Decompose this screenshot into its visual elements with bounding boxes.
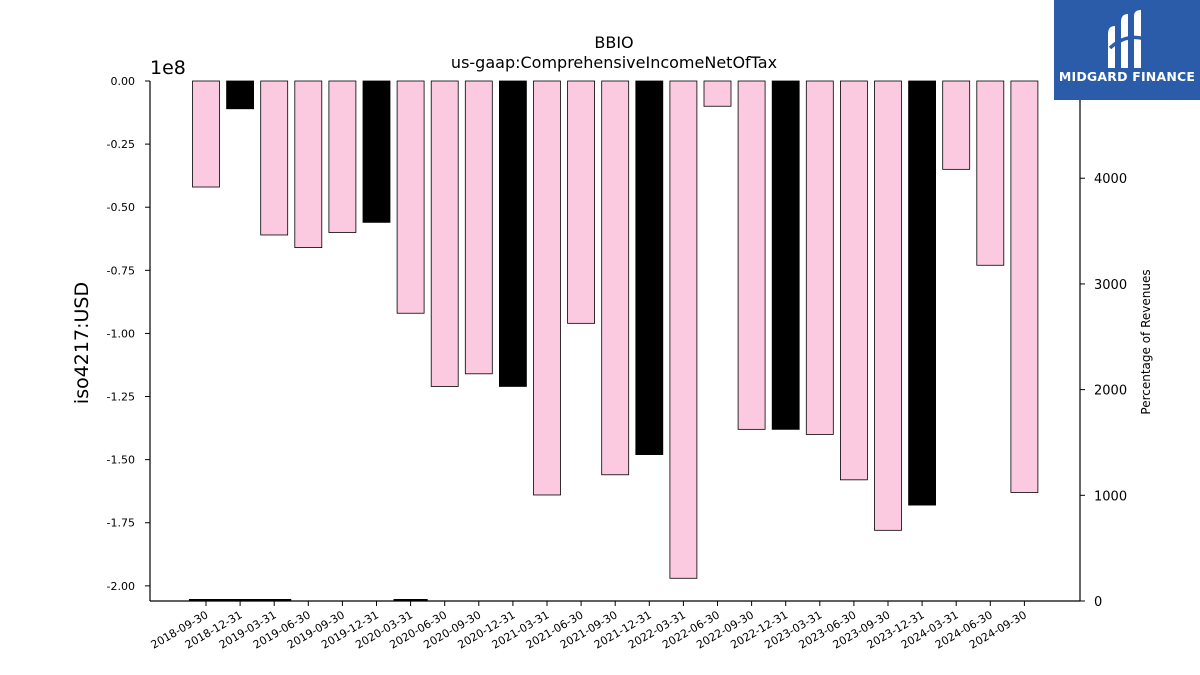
bar-2019-09-30	[328, 80, 357, 233]
y-scale-label: 1e8	[150, 57, 186, 79]
y-tick-label: -1.75	[107, 517, 135, 530]
y-tick-label: -2.00	[107, 580, 135, 593]
bar-2023-06-30	[840, 80, 868, 481]
bar-2024-09-30	[1010, 80, 1039, 493]
y2-tick-label: 4000	[1094, 172, 1127, 187]
bar-2023-03-31	[805, 80, 834, 435]
bar-2023-12-31	[908, 80, 936, 506]
midgard-finance-logo: MIDGARD FINANCE	[1054, 0, 1200, 100]
bar-2019-12-31	[362, 80, 391, 223]
bar-2021-09-30	[601, 80, 630, 476]
y2-tick-label: 1000	[1094, 489, 1127, 504]
bar-2023-09-30	[874, 80, 902, 531]
y-tick-label: 0.00	[111, 75, 136, 88]
y-tick-label: -1.25	[107, 391, 135, 404]
bar-2018-12-31	[226, 80, 255, 110]
logo-wordmark: MIDGARD FINANCE	[1058, 69, 1196, 84]
y-axis-label: iso4217:USD	[71, 282, 93, 404]
y-tick-label: -0.75	[107, 264, 135, 277]
chart-subtitle: us-gaap:ComprehensiveIncomeNetOfTax	[451, 53, 777, 72]
y2-tick-label: 0	[1094, 595, 1102, 610]
bar-2024-03-31	[942, 80, 971, 170]
y2-tick-label: 3000	[1094, 278, 1127, 293]
bar-2022-09-30	[737, 80, 766, 430]
y-tick-label: -1.50	[107, 454, 135, 467]
y2-axis-label: Percentage of Revenues	[1139, 269, 1153, 414]
bar-2022-06-30	[703, 80, 732, 107]
bar-2022-03-31	[669, 80, 698, 579]
chart-title: BBIO	[594, 33, 633, 52]
bar-2020-12-31	[498, 80, 527, 387]
bar-2019-06-30	[294, 80, 323, 249]
bar-2024-06-30	[976, 80, 1005, 266]
bar-2021-03-31	[533, 80, 561, 496]
midgard-logo-icon	[1108, 10, 1149, 68]
bar-2021-12-31	[635, 80, 664, 455]
bar-2020-06-30	[430, 80, 459, 387]
bar-2022-12-31	[771, 80, 800, 430]
bar-2020-03-31	[396, 80, 425, 314]
y-tick-label: -0.25	[107, 138, 135, 151]
y-tick-label: -0.50	[107, 201, 135, 214]
bar-2021-06-30	[567, 80, 595, 324]
bar-2019-03-31	[260, 80, 289, 236]
bar-2020-09-30	[464, 80, 493, 375]
bar-2018-09-30	[192, 80, 220, 188]
y2-tick-label: 2000	[1094, 384, 1127, 399]
y-tick-label: -1.00	[107, 327, 135, 340]
